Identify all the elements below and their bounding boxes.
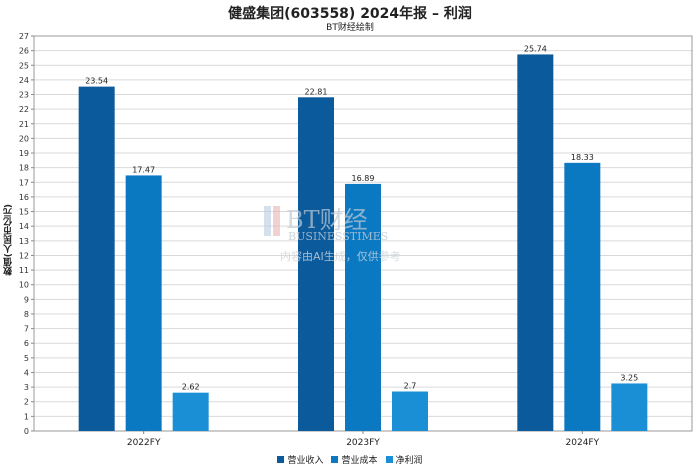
y-tick-label: 9 (24, 295, 29, 304)
bar (345, 183, 381, 431)
bar (564, 162, 601, 432)
data-label: 2.7 (404, 382, 417, 391)
x-tick-label: 2023FY (346, 438, 380, 448)
legend-item: 营业收入 (277, 453, 323, 466)
y-tick-label: 14 (19, 222, 29, 231)
bar (298, 97, 334, 431)
bar (172, 392, 209, 431)
y-tick-label: 5 (24, 354, 29, 363)
y-tick-label: 0 (24, 427, 29, 436)
legend: 营业收入 营业成本 净利润 (0, 453, 700, 466)
bar (78, 86, 115, 431)
y-tick-label: 4 (24, 368, 29, 377)
data-label: 25.74 (524, 44, 547, 53)
y-tick-label: 17 (19, 178, 29, 187)
x-tick-label: 2024FY (566, 438, 600, 448)
y-tick-label: 6 (24, 339, 29, 348)
bar (392, 391, 428, 431)
y-tick-label: 27 (19, 32, 29, 41)
legend-swatch (331, 456, 339, 463)
y-tick-label: 19 (19, 149, 29, 158)
y-tick-label: 24 (19, 76, 29, 85)
legend-label: 营业收入 (287, 456, 324, 466)
y-tick-label: 23 (19, 91, 29, 100)
data-label: 17.47 (132, 165, 155, 174)
data-label: 23.54 (85, 77, 108, 86)
bar (517, 54, 554, 431)
y-tick-label: 12 (19, 251, 29, 260)
legend-swatch (385, 456, 393, 463)
y-tick-label: 7 (24, 325, 29, 334)
legend-swatch (277, 456, 285, 463)
data-label: 22.81 (305, 87, 328, 96)
legend-item: 净利润 (385, 453, 423, 466)
y-tick-label: 2 (24, 398, 29, 407)
y-tick-label: 18 (19, 164, 29, 173)
y-tick-label: 13 (19, 237, 29, 246)
chart-subtitle: BT财经绘制 (326, 23, 374, 33)
y-tick-label: 22 (19, 105, 29, 114)
y-tick-label: 15 (19, 208, 29, 217)
bar (125, 175, 162, 431)
data-label: 3.25 (620, 373, 638, 382)
y-tick-label: 8 (24, 310, 29, 319)
bar (611, 383, 648, 431)
y-tick-label: 21 (19, 120, 29, 129)
chart-title: 健盛集团(603558) 2024年报 – 利润 (228, 6, 472, 22)
y-tick-label: 3 (24, 383, 29, 392)
y-tick-label: 16 (19, 193, 29, 202)
legend-item: 营业成本 (331, 453, 378, 466)
y-tick-label: 25 (19, 61, 29, 70)
legend-label: 营业成本 (341, 456, 378, 466)
y-tick-label: 1 (24, 412, 29, 421)
y-tick-label: 20 (19, 134, 29, 143)
y-tick-label: 26 (19, 47, 29, 56)
data-label: 16.89 (352, 174, 375, 183)
y-tick-label: 10 (19, 281, 29, 290)
y-tick-label: 11 (19, 266, 29, 275)
data-label: 18.33 (571, 153, 594, 162)
data-label: 2.62 (182, 383, 200, 392)
x-tick-label: 2022FY (127, 438, 161, 448)
legend-label: 净利润 (395, 456, 423, 466)
